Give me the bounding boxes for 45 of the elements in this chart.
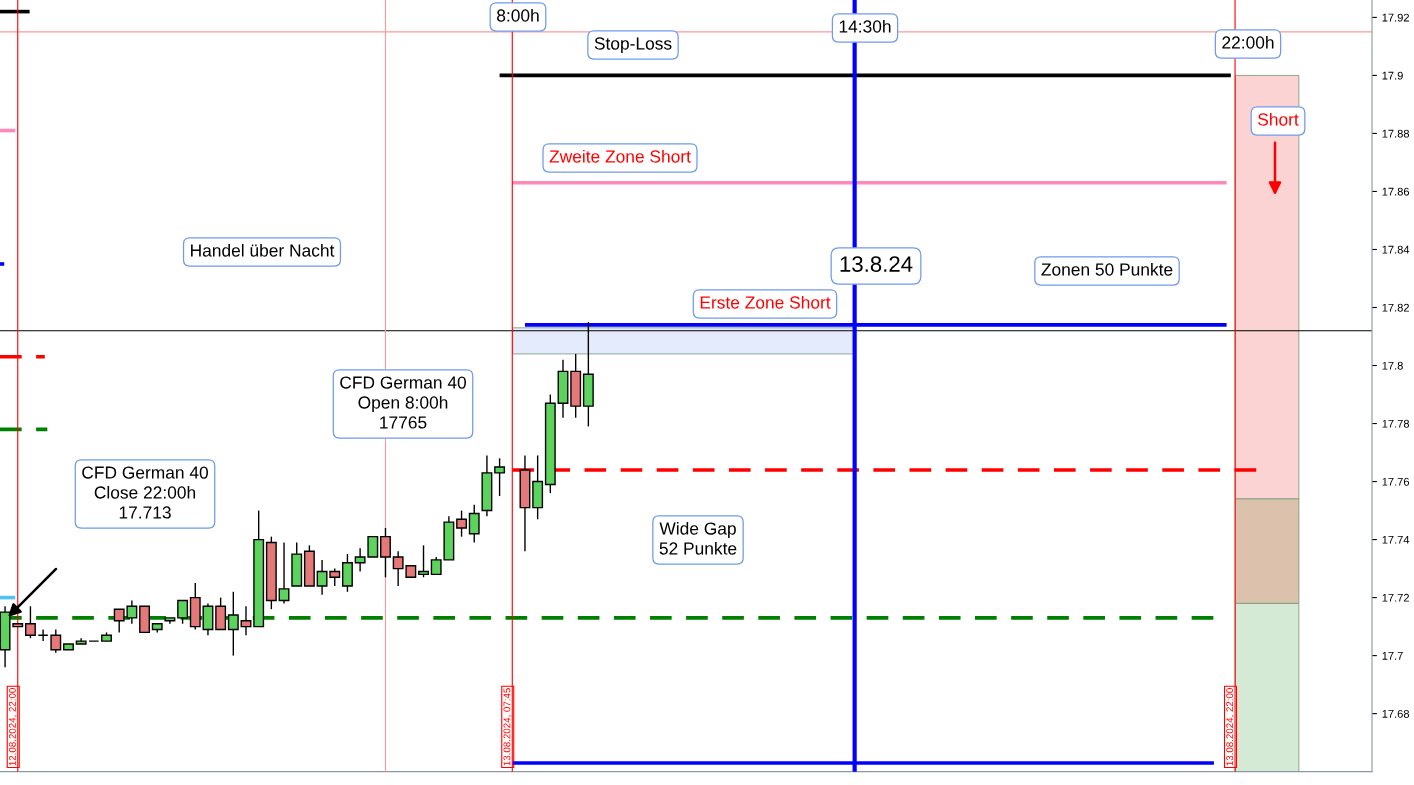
annotation: Stop-Loss — [594, 37, 672, 54]
annotation: Zonen 50 Punkte — [1041, 262, 1173, 276]
candlestick — [456, 509, 468, 538]
y-tick-label: 17.82 — [1382, 303, 1409, 312]
y-tick-label: 17.8 — [1382, 361, 1403, 370]
y-tick-label: 17.88 — [1382, 129, 1410, 138]
candlestick — [341, 553, 353, 593]
candlestick — [240, 605, 252, 637]
annotation: 8:00h — [497, 8, 539, 22]
annotation: CFD German 40 Close 22:00h 17.713 — [82, 466, 208, 519]
annotation: Erste Zone Short — [700, 295, 831, 309]
y-tick-label: 17.92 — [1382, 13, 1409, 22]
candlestick — [278, 541, 290, 605]
annotation: Zweite Zone Short — [549, 149, 691, 163]
candlestick — [380, 527, 391, 578]
candlestick — [468, 504, 480, 544]
candlestick — [227, 591, 239, 657]
annotation: Short — [1258, 112, 1299, 126]
bar — [512, 327, 856, 355]
x-tick-label: 13.08.2024, 22:00 — [1226, 688, 1235, 766]
candlestick — [37, 628, 49, 642]
y-tick-label: 17.86 — [1382, 187, 1410, 196]
candlestick — [24, 605, 36, 639]
candlestick — [177, 599, 189, 625]
y-tick-label: 17.78 — [1382, 419, 1410, 428]
candlestick — [494, 457, 506, 497]
annotation: 13.8.24 — [840, 256, 913, 272]
y-tick-label: 17.9 — [1382, 71, 1403, 80]
x-tick-label: 13.08.2024, 07:45 — [503, 688, 512, 766]
candlestick — [418, 544, 429, 578]
y-tick-label: 17.76 — [1382, 477, 1410, 486]
candlestick — [215, 596, 227, 631]
y-tick-label: 17.72 — [1382, 593, 1409, 602]
y-tick-label: 17.84 — [1382, 245, 1410, 254]
candlestick — [202, 602, 214, 637]
x-tick-label: 12.08.2024, 22:00 — [8, 688, 17, 766]
annotation: 22:00h — [1222, 35, 1274, 49]
candlestick — [50, 628, 62, 654]
annotation: Handel über Nacht — [191, 243, 335, 257]
annotation: 14:30h — [839, 19, 891, 33]
y-tick-label: 17.74 — [1382, 535, 1410, 544]
annotation: Wide Gap 52 Punkte — [659, 521, 737, 555]
y-tick-label: 17.68 — [1382, 709, 1410, 718]
y-tick-label: 17.7 — [1382, 652, 1403, 660]
annotation: CFD German 40 Open 8:00h 17765 — [340, 376, 466, 429]
